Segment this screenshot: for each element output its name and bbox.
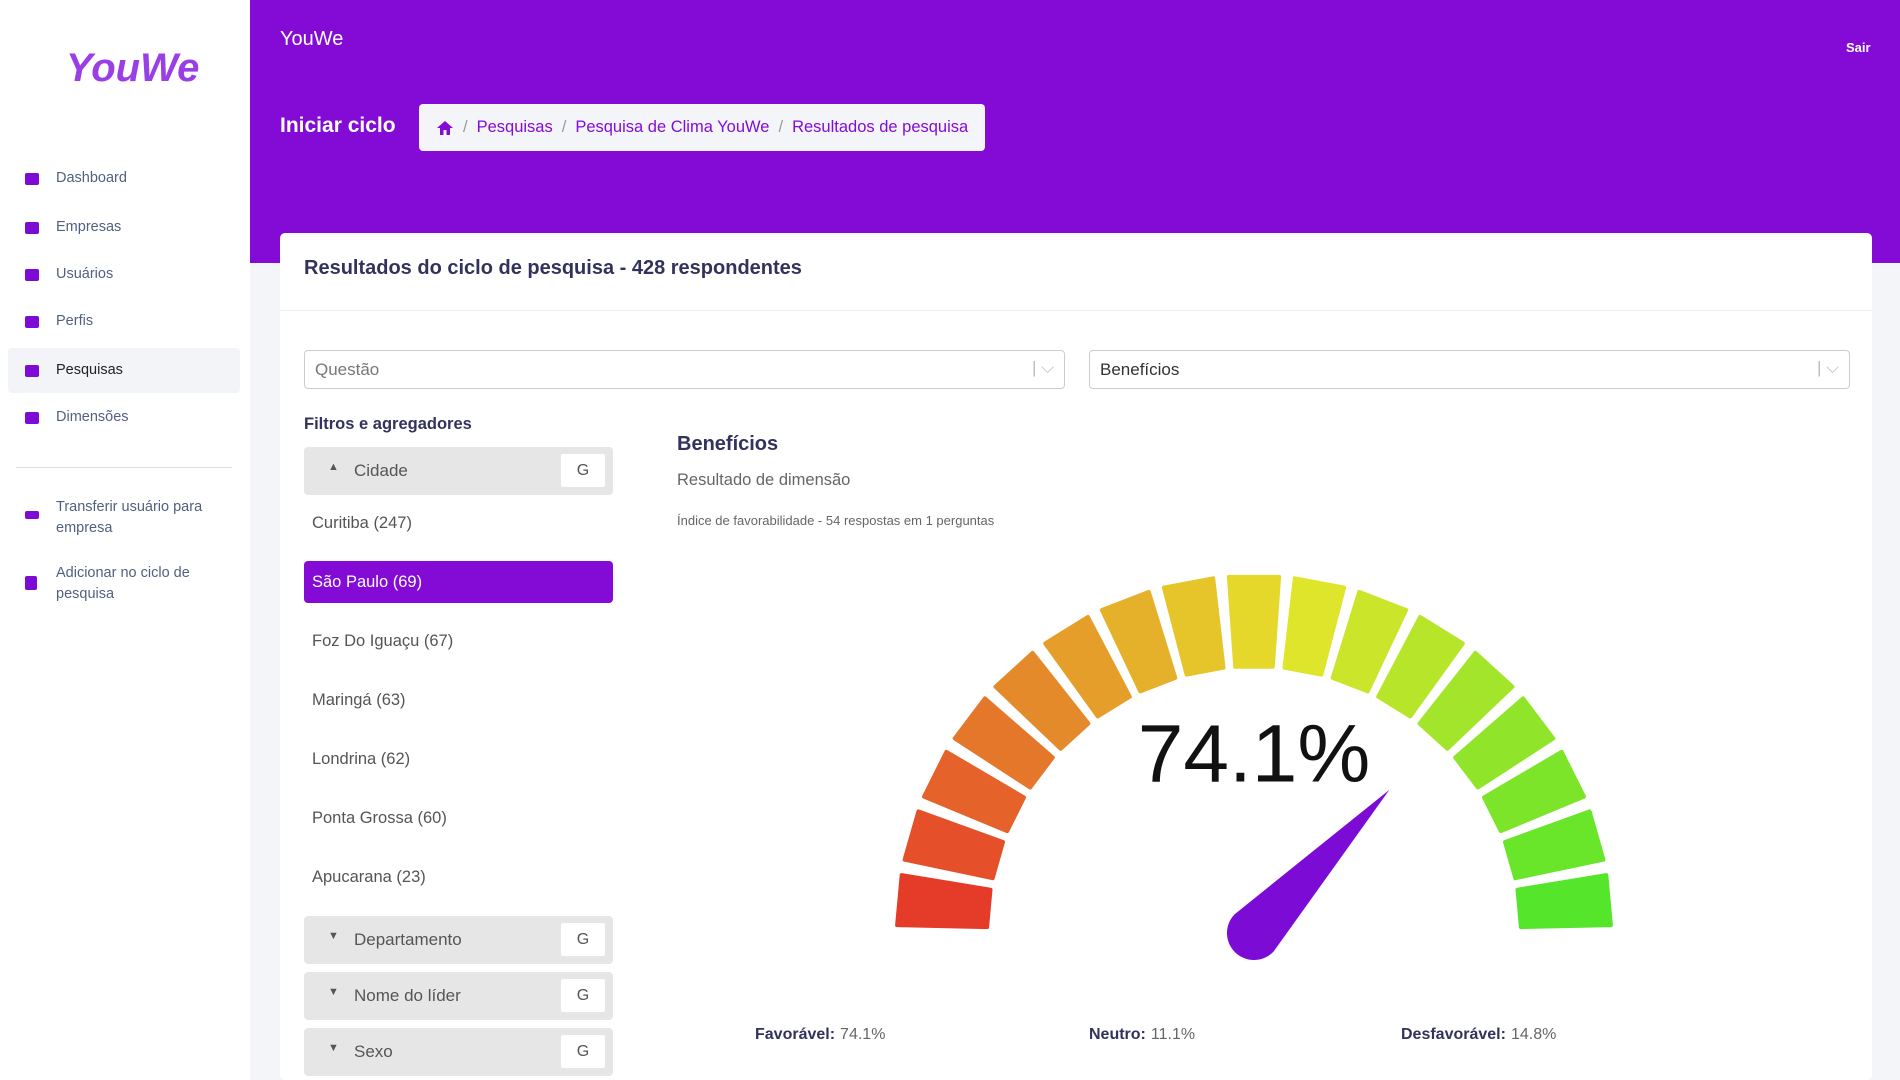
gauge-segment (1099, 589, 1178, 694)
caret: ▼ (328, 930, 339, 942)
summary-value: 11.1% (1150, 1026, 1196, 1043)
filter-group[interactable]: ▼ Departamento G (304, 916, 613, 964)
gauge-segment (1453, 696, 1556, 790)
gauge-segment (952, 696, 1055, 790)
icon (25, 576, 37, 590)
gauge-segment (1330, 589, 1409, 694)
summary-item: Desfavorável: 14.8% (1401, 1026, 1556, 1044)
breadcrumb-item[interactable]: Pesquisa de Clima YouWe (575, 118, 770, 136)
nav-item[interactable]: Empresas (56, 219, 122, 235)
filter-item[interactable]: Curitiba (247) (312, 514, 412, 532)
gauge-label: 74.1% (1138, 709, 1371, 800)
icon (25, 269, 39, 281)
group-button[interactable]: G (561, 923, 605, 956)
card-title: Resultados do ciclo de pesquisa - 428 re… (304, 257, 802, 279)
divider (16, 467, 232, 468)
filter-group[interactable]: ▼ Sexo G (304, 1028, 613, 1076)
summary-value: 74.1% (840, 1026, 886, 1043)
group-name: Sexo (354, 1042, 393, 1061)
caret: ▼ (328, 1042, 339, 1054)
gauge-segment (1503, 809, 1606, 881)
gauge-segment (1417, 650, 1515, 751)
logo[interactable]: YouWe (66, 46, 200, 90)
nav-action[interactable]: Adicionar no ciclo de pesquisa (56, 565, 190, 602)
gauge-segment (1482, 749, 1586, 834)
select-arrow: | ⌵ (1816, 358, 1839, 377)
select[interactable]: Benefícios | ⌵ (1089, 350, 1850, 389)
filter-item[interactable]: Londrina (62) (312, 750, 411, 768)
gauge-segment (902, 809, 1005, 881)
icon (25, 365, 39, 377)
gauge-segment (1043, 615, 1132, 719)
result-note: Índice de favorabilidade - 54 respostas … (677, 513, 995, 528)
separator: / (778, 118, 784, 136)
gauge-needle (1226, 789, 1390, 961)
icon (25, 412, 39, 424)
result-subtitle: Resultado de dimensão (677, 471, 851, 489)
top-bar: YouWe Sair Iniciar ciclo / Pesquisas / Pesq… (250, 0, 1900, 263)
gauge: 74.1% (895, 574, 1613, 961)
breadcrumb-item[interactable]: Resultados de pesquisa (792, 118, 969, 136)
icon (25, 173, 39, 185)
select-text: Questão (315, 360, 380, 379)
gauge-segment (1515, 873, 1613, 930)
active-bg (8, 348, 240, 393)
group-name: Departamento (354, 930, 462, 949)
filter-group[interactable]: ▼ Nome do líder G (304, 972, 613, 1020)
select[interactable]: Questão | ⌵ (304, 350, 1065, 389)
group-name: Nome do líder (354, 986, 461, 1005)
home-icon[interactable] (436, 120, 454, 136)
nav-item[interactable]: Perfis (56, 313, 94, 329)
filter-group[interactable]: ▲ Cidade G (304, 447, 613, 495)
filters-title: Filtros e agregadores (304, 415, 472, 433)
group-name: Cidade (354, 461, 408, 480)
icon (25, 316, 39, 328)
select-arrow: | ⌵ (1031, 358, 1054, 377)
filter-item[interactable]: Ponta Grossa (60) (312, 809, 447, 827)
summary-label: Neutro: (1089, 1026, 1146, 1043)
caret: ▲ (328, 461, 339, 473)
gauge-segment (1226, 574, 1282, 669)
summary-value: 14.8% (1510, 1026, 1557, 1043)
gauge-segment (1376, 615, 1465, 719)
filter-item[interactable]: Foz Do Iguaçu (67) (312, 632, 454, 650)
summary-item: Neutro: 11.1% (1089, 1026, 1195, 1044)
group-button[interactable]: G (561, 979, 605, 1012)
breadcrumb: / Pesquisas / Pesquisa de Clima YouWe / Resul… (419, 104, 986, 151)
filter-item[interactable]: Apucarana (23) (312, 868, 426, 886)
brand: YouWe (280, 28, 344, 50)
caret: ▼ (328, 986, 339, 998)
divider (280, 310, 1872, 311)
filter-item[interactable]: Maringá (63) (312, 691, 406, 709)
card: Resultados do ciclo de pesquisa - 428 re… (280, 233, 1872, 1080)
group-button[interactable]: G (561, 1035, 605, 1068)
page-title: Iniciar ciclo (280, 114, 396, 137)
filter-item[interactable]: São Paulo (69) (304, 561, 613, 603)
nav-item[interactable]: Dashboard (56, 170, 127, 186)
gauge-segment (895, 873, 993, 930)
nav-item[interactable]: Dimensões (56, 409, 129, 425)
summary-label: Desfavorável: (1401, 1026, 1506, 1043)
summary-label: Favorável: (755, 1026, 836, 1043)
gauge-segment (993, 650, 1091, 751)
gauge-segment (1161, 576, 1226, 677)
group-button[interactable]: G (561, 454, 605, 487)
gauge-segment (922, 749, 1026, 834)
breadcrumb-item[interactable]: Pesquisas (476, 118, 553, 136)
nav-item[interactable]: Usuários (56, 266, 114, 282)
sidebar: YouWe Dashboard Empresas Usuários Perfis Pes… (0, 0, 250, 1080)
nav-item[interactable]: Pesquisas (56, 362, 123, 378)
result-title: Benefícios (677, 433, 779, 455)
nav-action[interactable]: Transferir usuário para empresa (56, 499, 203, 536)
separator: / (561, 118, 567, 136)
logout[interactable]: Sair (1846, 40, 1871, 55)
select-text: Benefícios (1100, 360, 1180, 379)
gauge-segment (1282, 576, 1347, 677)
separator: / (463, 118, 468, 136)
icon (25, 222, 39, 234)
icon (25, 511, 39, 519)
summary-item: Favorável: 74.1% (755, 1026, 885, 1044)
